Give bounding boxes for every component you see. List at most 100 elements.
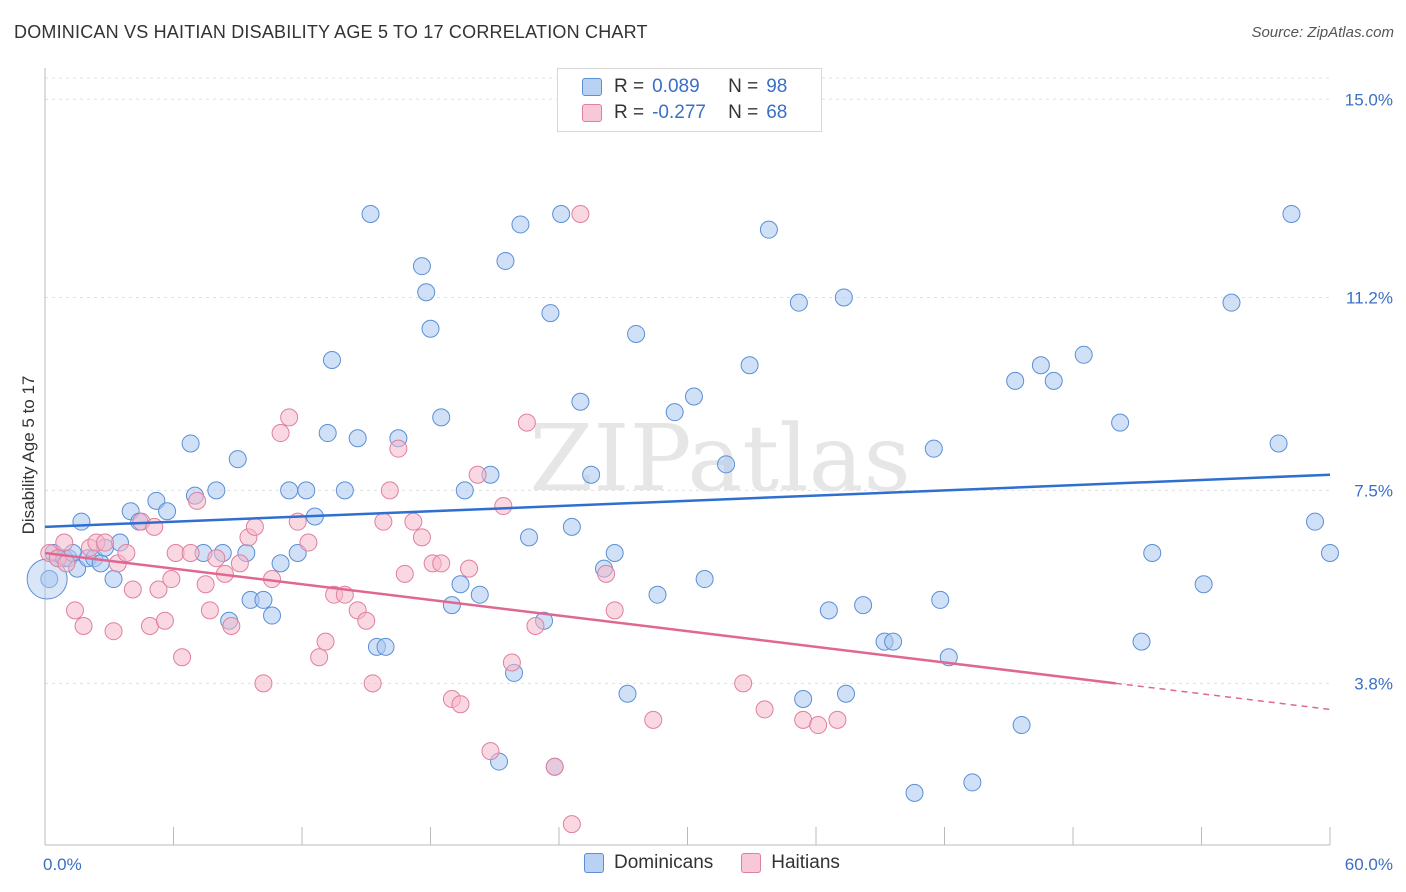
haitians-point bbox=[828, 710, 847, 729]
dominicans-point bbox=[1006, 371, 1025, 390]
dominicans-point bbox=[412, 257, 431, 276]
dominicans-point bbox=[432, 408, 451, 427]
gridlines bbox=[45, 77, 1330, 684]
haitians-point bbox=[468, 465, 487, 484]
x-tick-labels: 0.0% 60.0% bbox=[43, 855, 1393, 874]
haitians-point bbox=[494, 497, 513, 516]
legend-item-dominicans[interactable]: Dominicans bbox=[584, 852, 713, 874]
haitians-point bbox=[380, 481, 399, 500]
haitians-point bbox=[245, 517, 264, 536]
y-tick-label: 11.2% bbox=[1346, 288, 1393, 307]
series-legend: Dominicans Haitians bbox=[584, 852, 868, 874]
y-tick-labels: 3.8% 7.5% 11.2% 15.0% bbox=[1345, 90, 1393, 693]
dominicans-point bbox=[228, 450, 247, 469]
dominicans-point bbox=[104, 570, 123, 589]
haitians-point bbox=[502, 653, 521, 672]
haitians-point bbox=[123, 580, 142, 599]
haitians-point bbox=[734, 674, 753, 693]
x-tick-label: 0.0% bbox=[43, 855, 82, 874]
legend-item-haitians[interactable]: Haitians bbox=[741, 852, 840, 874]
chart-title: DOMINICAN VS HAITIAN DISABILITY AGE 5 TO… bbox=[14, 22, 648, 42]
dominicans-point bbox=[1074, 345, 1093, 364]
haitians-point bbox=[166, 543, 185, 562]
haitians-point bbox=[316, 632, 335, 651]
haitians-trend-line bbox=[44, 551, 1116, 685]
haitians-point bbox=[95, 533, 114, 552]
r-label: R = bbox=[614, 76, 645, 97]
dominicans-point bbox=[40, 570, 59, 589]
dominicans-point bbox=[854, 596, 873, 615]
haitians-point bbox=[451, 695, 470, 714]
haitians-point bbox=[395, 564, 414, 583]
haitians-point bbox=[280, 408, 299, 427]
haitians-point bbox=[181, 543, 200, 562]
stats-legend: R = 0.089 N = 98 R = -0.277 N = 68 bbox=[557, 68, 822, 132]
haitians-point bbox=[389, 439, 408, 458]
haitians-point bbox=[571, 205, 590, 224]
n-value: 68 bbox=[766, 102, 788, 123]
dominicans-point bbox=[496, 251, 515, 270]
haitians-point bbox=[310, 648, 329, 667]
dominicans-point bbox=[451, 575, 470, 594]
dominicans-point bbox=[158, 502, 177, 521]
dominicans-point bbox=[376, 637, 395, 656]
legend-row-haitians: R = -0.277 N = 68 bbox=[582, 100, 787, 126]
haitians-point bbox=[254, 674, 273, 693]
dominicans-point bbox=[836, 684, 855, 703]
haitians-point bbox=[644, 710, 663, 729]
haitians-point bbox=[481, 742, 500, 761]
dominicans-point bbox=[905, 783, 924, 802]
haitians-point bbox=[460, 559, 479, 578]
haitians-points bbox=[40, 205, 847, 834]
dominicans-point bbox=[470, 585, 489, 604]
dominicans-point bbox=[717, 455, 736, 474]
dominicans-point bbox=[1306, 512, 1325, 531]
dominicans-point bbox=[695, 570, 714, 589]
r-value: -0.277 bbox=[652, 102, 706, 123]
y-tick-label: 15.0% bbox=[1345, 90, 1393, 109]
haitians-point bbox=[65, 601, 84, 620]
trend-lines bbox=[44, 473, 1331, 711]
dominicans-point bbox=[884, 632, 903, 651]
y-tick-label: 7.5% bbox=[1354, 481, 1393, 500]
dominicans-point bbox=[1044, 371, 1063, 390]
dominicans-point bbox=[263, 606, 282, 625]
haitians-point bbox=[222, 616, 241, 635]
haitians-point bbox=[196, 575, 215, 594]
dominicans-point bbox=[834, 288, 853, 307]
dominicans-point bbox=[648, 585, 667, 604]
dominicans-point bbox=[562, 517, 581, 536]
haitians-point bbox=[162, 570, 181, 589]
haitians-point bbox=[597, 564, 616, 583]
dominicans-point bbox=[207, 481, 226, 500]
haitians-point bbox=[517, 413, 536, 432]
n-label: N = bbox=[728, 76, 759, 97]
haitians-point bbox=[207, 549, 226, 568]
dominicans-point bbox=[1222, 293, 1241, 312]
haitians-point bbox=[271, 424, 290, 443]
dominicans-point bbox=[759, 220, 778, 239]
legend-label: Dominicans bbox=[614, 852, 714, 873]
dominicans-point bbox=[684, 387, 703, 406]
x-tick-label: 60.0% bbox=[1345, 855, 1393, 874]
dominicans-swatch bbox=[582, 78, 602, 96]
dominicans-point bbox=[520, 528, 539, 547]
dominicans-point bbox=[348, 429, 367, 448]
haitians-point bbox=[794, 710, 813, 729]
haitians-point bbox=[363, 674, 382, 693]
haitians-swatch bbox=[582, 104, 602, 122]
dominicans-point bbox=[181, 434, 200, 453]
dominicans-point bbox=[1111, 413, 1130, 432]
haitians-point bbox=[526, 616, 545, 635]
haitians-point bbox=[200, 601, 219, 620]
y-tick-label: 3.8% bbox=[1354, 674, 1393, 693]
dominicans-point bbox=[618, 684, 637, 703]
haitians-point bbox=[809, 716, 828, 735]
haitians-point bbox=[755, 700, 774, 719]
dominicans-point bbox=[91, 554, 110, 573]
dominicans-point bbox=[1143, 543, 1162, 562]
dominicans-point bbox=[605, 543, 624, 562]
dominicans-point bbox=[335, 481, 354, 500]
haitians-point bbox=[230, 554, 249, 573]
haitians-point bbox=[145, 517, 164, 536]
